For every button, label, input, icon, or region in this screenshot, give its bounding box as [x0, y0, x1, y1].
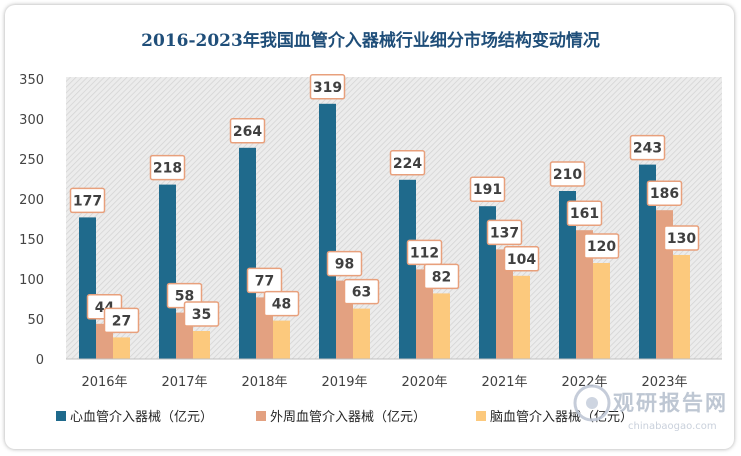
data-label-box [469, 176, 506, 202]
data-label: 77 [255, 273, 274, 289]
data-label-box [326, 250, 363, 277]
data-label-box [566, 200, 603, 226]
y-tick-label: 200 [19, 193, 44, 208]
data-label: 130 [667, 231, 696, 247]
data-label-box [69, 187, 106, 214]
y-tick-label: 100 [19, 273, 44, 288]
x-tick-label: 2019年 [321, 375, 367, 390]
chart-title: 2016-2023年我国血管介入器械行业细分市场结构变动情况 [141, 31, 600, 51]
data-label-box [309, 74, 346, 100]
legend-label: 脑血管介入器械（亿元） [490, 410, 633, 425]
data-label: 191 [473, 182, 502, 198]
data-label: 218 [153, 161, 182, 177]
legend-swatch [476, 411, 486, 421]
data-label-box [229, 118, 266, 144]
bar-series-3 [113, 337, 130, 359]
x-tick-label: 2020年 [401, 375, 447, 390]
y-tick-label: 0 [36, 353, 44, 368]
y-tick-label: 300 [19, 113, 44, 128]
x-tick-label: 2023年 [641, 375, 687, 390]
data-label-box [263, 290, 300, 317]
bar-series-3 [353, 308, 370, 359]
x-tick-label: 2021年 [481, 375, 527, 390]
legend-swatch [56, 411, 66, 421]
data-label: 63 [352, 285, 371, 301]
data-label-box [343, 278, 380, 305]
data-label: 186 [650, 186, 679, 202]
y-tick-label: 150 [19, 233, 44, 248]
data-label-box [549, 161, 586, 187]
data-label-box [583, 233, 620, 259]
data-label: 98 [335, 257, 354, 273]
y-tick-label: 50 [27, 313, 44, 328]
data-label: 35 [192, 307, 211, 323]
data-label-box [103, 307, 140, 334]
data-label: 264 [233, 124, 262, 140]
bar-series-1 [79, 217, 96, 359]
data-label: 58 [175, 289, 194, 305]
y-tick-label: 350 [19, 73, 44, 88]
bar-series-1 [639, 164, 656, 359]
bar-series-2 [496, 249, 513, 359]
data-label-box [183, 301, 220, 327]
data-label: 177 [73, 193, 102, 209]
watermark-logo: 观研报告网 chinabaogao.com [573, 384, 728, 432]
data-label: 224 [393, 156, 422, 172]
x-tick-label: 2018年 [241, 375, 287, 390]
bar-series-1 [559, 191, 576, 359]
bar-series-3 [593, 263, 610, 359]
data-label: 27 [112, 313, 131, 329]
bar-series-3 [273, 320, 290, 359]
bar-series-1 [319, 103, 336, 359]
bar-series-2 [576, 230, 593, 359]
bar-series-3 [193, 331, 210, 359]
data-label-box [663, 225, 700, 251]
svg-text:chinabaogao.com: chinabaogao.com [628, 421, 717, 432]
data-label-box [486, 219, 523, 246]
data-label-box [389, 150, 426, 176]
data-label: 112 [410, 245, 439, 261]
legend-label: 心血管介入器械（亿元） [70, 410, 213, 425]
bar-series-3 [513, 275, 530, 359]
bar-series-1 [159, 184, 176, 359]
data-label-box [149, 154, 186, 181]
bar-series-3 [673, 255, 690, 359]
data-label: 48 [272, 297, 291, 313]
data-label: 319 [313, 80, 342, 96]
data-label-box [629, 134, 666, 161]
legend-label: 外周血管介入器械（亿元） [270, 410, 426, 425]
data-label: 104 [507, 252, 536, 268]
bar-series-3 [433, 293, 450, 359]
data-label-box [423, 263, 460, 290]
bar-series-1 [239, 147, 256, 359]
x-tick-label: 2016年 [81, 375, 127, 390]
data-label: 137 [490, 225, 519, 241]
legend-swatch [256, 411, 266, 421]
x-tick-label: 2017年 [161, 375, 207, 390]
data-label-box [503, 246, 540, 272]
data-label: 161 [570, 206, 599, 222]
bar-series-2 [416, 269, 433, 359]
data-label-box [646, 180, 683, 206]
data-label: 243 [633, 141, 662, 157]
data-label: 210 [553, 167, 582, 183]
y-tick-label: 250 [19, 153, 44, 168]
bar-series-1 [399, 179, 416, 359]
data-label: 82 [432, 269, 451, 285]
data-label: 120 [587, 239, 616, 255]
svg-text:观研报告网: 观研报告网 [613, 391, 728, 415]
